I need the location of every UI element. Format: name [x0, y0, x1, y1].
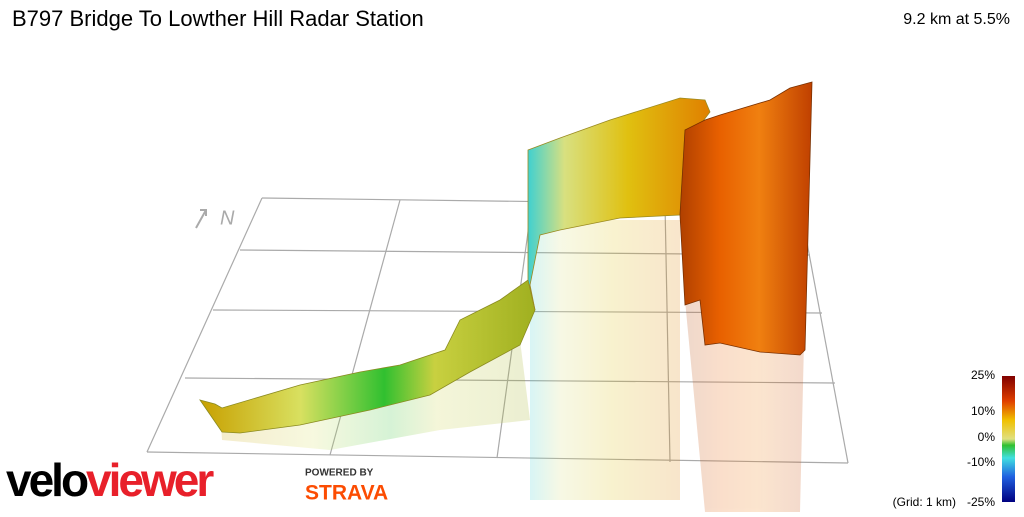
legend-tick: 25% — [971, 368, 995, 382]
summary: 9.2 km at 5.5% — [903, 11, 1010, 28]
legend-tick: -25% — [967, 495, 995, 509]
compass-label: N — [220, 207, 235, 229]
logo-prefix: velo — [6, 454, 88, 506]
powered-by: POWERED BY — [305, 468, 374, 479]
color-scale — [1002, 376, 1015, 502]
title: B797 Bridge To Lowther Hill Radar Statio… — [12, 6, 424, 31]
gradient-legend: 25% 10% 0% -10% -25% (Grid: 1 km) — [893, 368, 1015, 509]
legend-tick: -10% — [967, 455, 995, 469]
logo-suffix: viewer — [86, 454, 214, 506]
partner: STRAVA — [305, 482, 388, 505]
legend-tick: 0% — [978, 430, 996, 444]
compass: N — [195, 207, 235, 229]
profile — [199, 81, 813, 434]
branding: veloviewer POWERED BY STRAVA — [6, 454, 388, 506]
grid-note: (Grid: 1 km) — [893, 495, 956, 509]
legend-tick: 10% — [971, 404, 995, 418]
logo: veloviewer — [6, 454, 214, 506]
